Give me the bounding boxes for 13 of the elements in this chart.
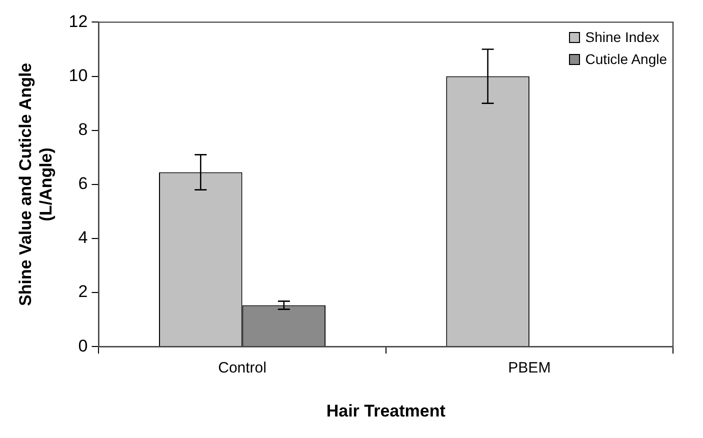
y-tick-label: 12 <box>68 12 88 31</box>
y-tick-label: 8 <box>78 120 88 140</box>
legend-label: Shine Index <box>585 28 660 48</box>
y-tick-label: 4 <box>78 228 88 248</box>
x-tick-label: PBEM <box>508 360 551 377</box>
y-tick-label: 10 <box>68 66 88 85</box>
y-tick-label: 0 <box>78 336 88 356</box>
legend-label: Cuticle Angle <box>585 50 667 70</box>
y-axis-title: Shine Value and Cuticle Angle (L/Angle) <box>16 62 56 306</box>
x-tick-label: Control <box>218 360 266 377</box>
y-tick-label: 2 <box>78 282 88 302</box>
y-tick-label: 6 <box>78 174 88 194</box>
x-axis-title: Hair Treatment <box>326 401 446 420</box>
